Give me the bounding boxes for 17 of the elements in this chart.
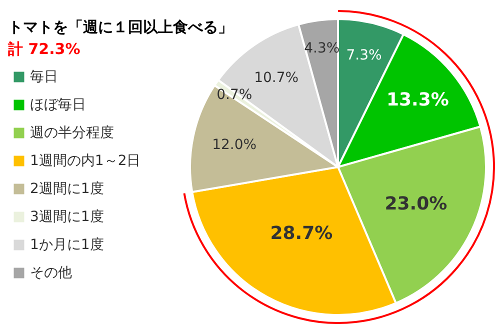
data-label: 13.3% — [386, 90, 449, 111]
legend-label: 週の半分程度 — [30, 125, 114, 141]
text: 計 72.3% — [7, 40, 80, 58]
data-label: 7.3% — [346, 48, 382, 64]
data-label: 28.7% — [270, 222, 333, 244]
chart-title: トマトを「週に１回以上食べる」 — [8, 18, 233, 36]
data-label: 12.0% — [212, 137, 257, 154]
legend-label: ほぼ毎日 — [30, 97, 86, 113]
legend-label: 毎日 — [30, 69, 58, 85]
legend-label: その他 — [30, 265, 72, 281]
data-label: 23.0% — [384, 193, 448, 214]
legend-label: 1か月に1度 — [30, 237, 104, 253]
data-label: 0.7% — [216, 87, 252, 104]
data-label: 10.7% — [254, 70, 299, 86]
legend-label: 2週間に1度 — [30, 181, 104, 197]
legend-label: 1週間の内1～2日 — [30, 153, 141, 169]
legend-label: 3週間に1度 — [30, 209, 104, 225]
